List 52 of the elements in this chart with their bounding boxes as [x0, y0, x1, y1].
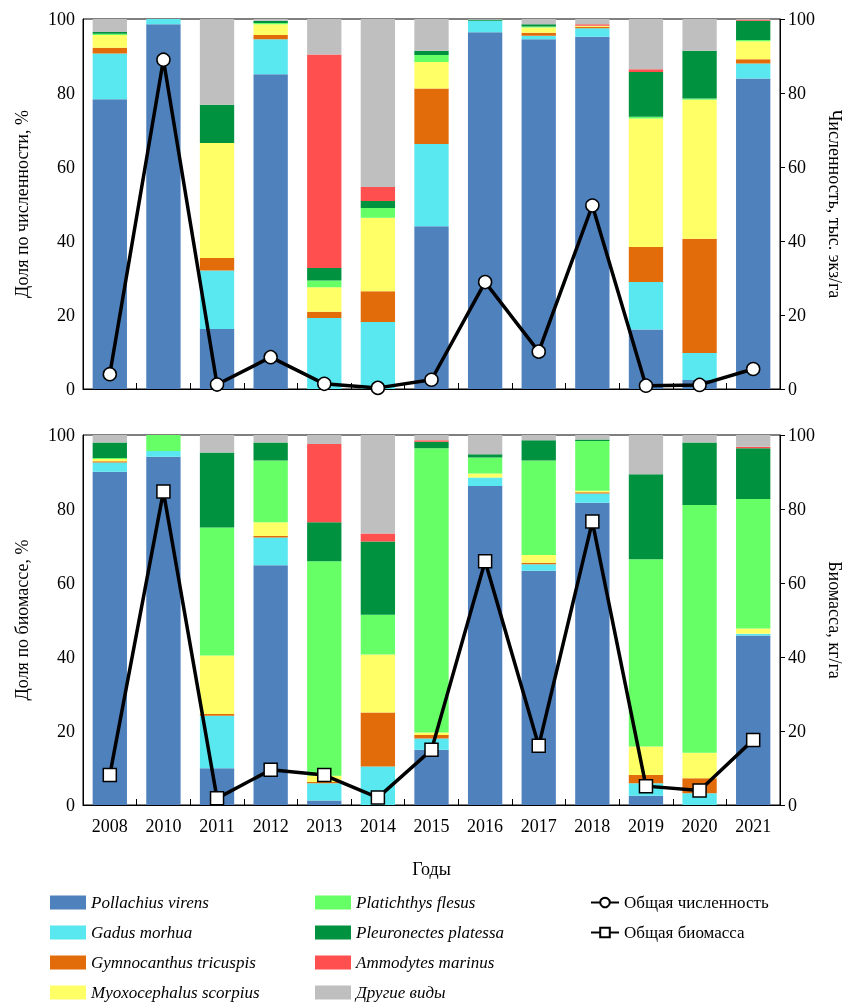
x-tick-label: 2018: [574, 816, 611, 836]
x-tick-label: 2008: [91, 816, 128, 836]
legend-label: Ammodytes marinus: [355, 953, 495, 972]
x-tick-label: 2013: [306, 816, 343, 836]
y2-tick-label: 20: [788, 721, 806, 741]
y2-tick-label: 100: [788, 425, 815, 445]
y-tick-label: 60: [57, 157, 75, 177]
x-tick-label: 2019: [627, 816, 664, 836]
y-tick-label: 100: [48, 9, 75, 29]
y-tick-label: 40: [57, 647, 75, 667]
y2-tick-label: 100: [788, 9, 815, 29]
x-tick-label: 2014: [359, 816, 396, 836]
y-tick-label: 0: [66, 379, 75, 399]
x-tick-label: 2012: [252, 816, 289, 836]
text: Общая численность: [624, 893, 769, 912]
x-axis-title: Годы: [412, 859, 451, 879]
y-tick-label: 40: [57, 231, 75, 251]
x-tick-label: 2016: [467, 816, 504, 836]
y-tick-label: 0: [66, 795, 75, 815]
y-axis-title: Доля по численности, %: [12, 110, 32, 298]
y-tick-label: 20: [57, 305, 75, 325]
y-tick-label: 100: [48, 425, 75, 445]
legend-label: Общая биомасса: [624, 923, 746, 942]
y-tick-label: 20: [57, 721, 75, 741]
y2-tick-label: 40: [788, 647, 806, 667]
x-tick-label: 2010: [145, 816, 182, 836]
y-tick-label: 80: [57, 499, 75, 519]
y2-tick-label: 0: [788, 795, 797, 815]
y2-axis-title: Численность, тыс. экз/га: [825, 109, 845, 299]
y-tick-label: 80: [57, 83, 75, 103]
y2-tick-label: 80: [788, 499, 806, 519]
legend-label: Platichthys flesus: [355, 893, 476, 912]
legend-label: Pollachius virens: [90, 893, 210, 912]
y-tick-label: 60: [57, 573, 75, 593]
legend-label: Pleuronectes platessa: [355, 923, 505, 942]
x-tick-label: 2011: [199, 816, 235, 836]
y2-tick-label: 60: [788, 157, 806, 177]
legend-label: Myoxocephalus scorpius: [90, 983, 260, 1002]
x-tick-label: 2021: [735, 816, 772, 836]
x-tick-label: 2017: [520, 816, 557, 836]
y2-tick-label: 40: [788, 231, 806, 251]
y2-tick-label: 80: [788, 83, 806, 103]
x-tick-label: 2015: [413, 816, 450, 836]
y2-tick-label: 60: [788, 573, 806, 593]
x-tick-label: 2020: [681, 816, 718, 836]
y2-tick-label: 20: [788, 305, 806, 325]
y2-axis-title: Биомасса, кг/га: [825, 561, 845, 679]
legend-label: Gadus morhua: [91, 923, 193, 942]
y-axis-title: Доля по биомассе, %: [12, 539, 32, 701]
legend-label: Gymnocanthus tricuspis: [91, 953, 257, 972]
y2-tick-label: 0: [788, 379, 797, 399]
legend-label: Другие виды: [354, 983, 446, 1002]
